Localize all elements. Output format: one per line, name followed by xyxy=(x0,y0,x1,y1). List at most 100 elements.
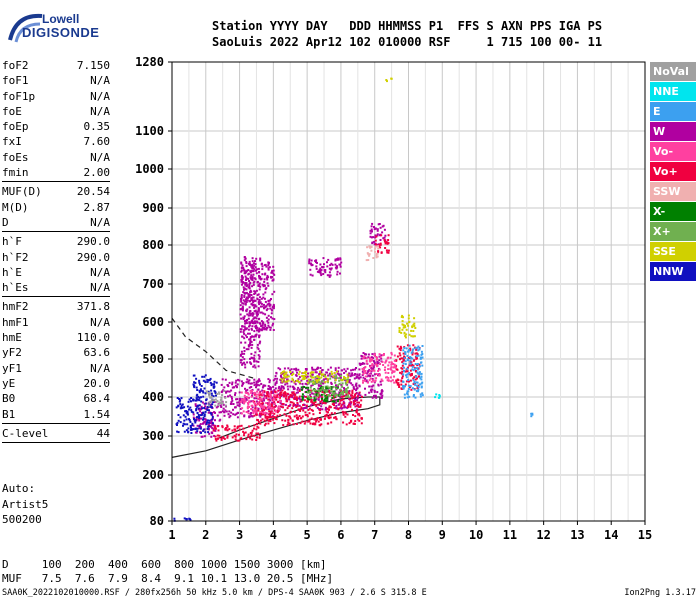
echo-point-x xyxy=(342,391,344,394)
echo-point-vo xyxy=(291,392,294,395)
echo-point-nnw xyxy=(176,424,178,426)
echo-point-w xyxy=(311,403,314,405)
echo-point-nnw xyxy=(188,398,191,401)
echo-point-w xyxy=(253,268,256,271)
echo-point-w xyxy=(254,310,257,313)
echo-point-w xyxy=(240,353,242,356)
echo-point-w xyxy=(295,391,298,394)
echo-point-w xyxy=(248,283,251,286)
echo-point-w xyxy=(355,392,358,394)
echo-point-w xyxy=(238,403,241,406)
echo-point-vo xyxy=(400,380,403,383)
echo-point-w xyxy=(221,378,224,381)
echo-point-w xyxy=(256,298,259,301)
echo-point-nnw xyxy=(206,427,209,430)
echo-point-sse xyxy=(319,370,321,373)
echo-point-vo xyxy=(398,347,401,350)
echo-point-w xyxy=(254,292,257,295)
echo-point-e xyxy=(406,373,409,376)
echo-point-w xyxy=(251,285,254,288)
echo-point-w xyxy=(255,289,258,292)
echo-point-w xyxy=(368,391,371,394)
echo-point-vo xyxy=(251,438,254,441)
echo-point-w xyxy=(257,318,260,321)
echo-point-sse xyxy=(413,325,416,327)
echo-point-vo xyxy=(401,370,404,373)
echo-point-sse xyxy=(347,376,350,379)
echo-point-ssw xyxy=(372,257,375,259)
echo-point-w xyxy=(257,360,260,363)
echo-point-vo xyxy=(409,347,412,350)
echo-point-sse xyxy=(291,379,294,381)
echo-point-w xyxy=(373,226,375,228)
echo-point-sse xyxy=(312,381,315,384)
echo-point-vo xyxy=(300,406,303,409)
echo-point-vo xyxy=(247,393,250,396)
echo-point-vo xyxy=(294,393,297,396)
muf-table: D 100 200 400 600 800 1000 1500 3000 [km… xyxy=(2,558,333,586)
echo-point-w xyxy=(289,369,292,372)
echo-point-nnw xyxy=(213,383,215,386)
echo-point-w xyxy=(301,382,304,385)
echo-point-vo xyxy=(328,405,331,408)
echo-point-w xyxy=(308,258,311,261)
echo-point-w xyxy=(325,377,328,380)
echo-point-vo xyxy=(270,416,273,419)
echo-point-nnw xyxy=(197,398,200,401)
echo-point-vo xyxy=(234,438,237,441)
echo-point-w xyxy=(383,236,386,239)
echo-point-w xyxy=(262,322,265,325)
echo-point-x xyxy=(333,400,336,403)
echo-point-w xyxy=(273,389,276,392)
echo-point-vo xyxy=(326,407,329,410)
echo-point-w xyxy=(373,362,376,365)
echo-point-w xyxy=(222,407,225,410)
echo-point-vo xyxy=(240,424,243,427)
echo-point-w xyxy=(258,327,261,330)
echo-point-vo xyxy=(308,418,311,421)
echo-point-vo xyxy=(336,407,339,410)
echo-point-nnw xyxy=(200,385,203,387)
echo-point-nnw xyxy=(184,410,187,413)
echo-point-x xyxy=(312,379,315,382)
echo-point-sse xyxy=(406,322,409,325)
echo-point-nnw xyxy=(204,392,207,395)
echo-point-w xyxy=(252,270,255,272)
echo-point-vo xyxy=(258,434,261,437)
x-tick-label: 9 xyxy=(439,528,446,542)
echo-point-w xyxy=(311,373,314,376)
echo-point-w xyxy=(334,367,337,370)
echo-point-w xyxy=(344,394,347,397)
x-tick-label: 5 xyxy=(304,528,311,542)
echo-point-w xyxy=(271,305,274,308)
echo-point-vo xyxy=(375,356,378,358)
echo-point-vo xyxy=(377,370,380,372)
echo-point-w xyxy=(316,261,318,264)
echo-point-vo xyxy=(362,369,365,372)
echo-point-w xyxy=(318,271,320,274)
echo-point-w xyxy=(270,298,272,300)
echo-point-w xyxy=(319,367,322,369)
echo-point-w xyxy=(370,225,373,228)
echo-point-nnw xyxy=(179,416,182,419)
echo-point-vo xyxy=(243,402,246,404)
echo-point-w xyxy=(234,384,237,387)
echo-point-w xyxy=(260,311,263,314)
echo-point-w xyxy=(230,395,233,398)
echo-point-vo xyxy=(281,419,284,422)
echo-point-vo xyxy=(369,358,372,360)
echo-point-vo xyxy=(257,401,260,404)
echo-point-w xyxy=(260,302,263,305)
echo-point-vo xyxy=(361,367,364,370)
echo-point-vo xyxy=(362,379,365,382)
echo-point-vo xyxy=(396,378,399,381)
echo-point-w xyxy=(248,332,251,335)
echo-point-w xyxy=(210,420,213,423)
profile-curve-dashed xyxy=(171,317,254,379)
echo-point-vo xyxy=(279,414,282,417)
param-value: 7.150 xyxy=(76,59,110,72)
echo-point-vo xyxy=(302,409,305,412)
echo-point-w xyxy=(275,381,278,384)
param-row-foep: foEp 0.35 xyxy=(2,119,110,134)
echo-point-w xyxy=(250,278,253,281)
